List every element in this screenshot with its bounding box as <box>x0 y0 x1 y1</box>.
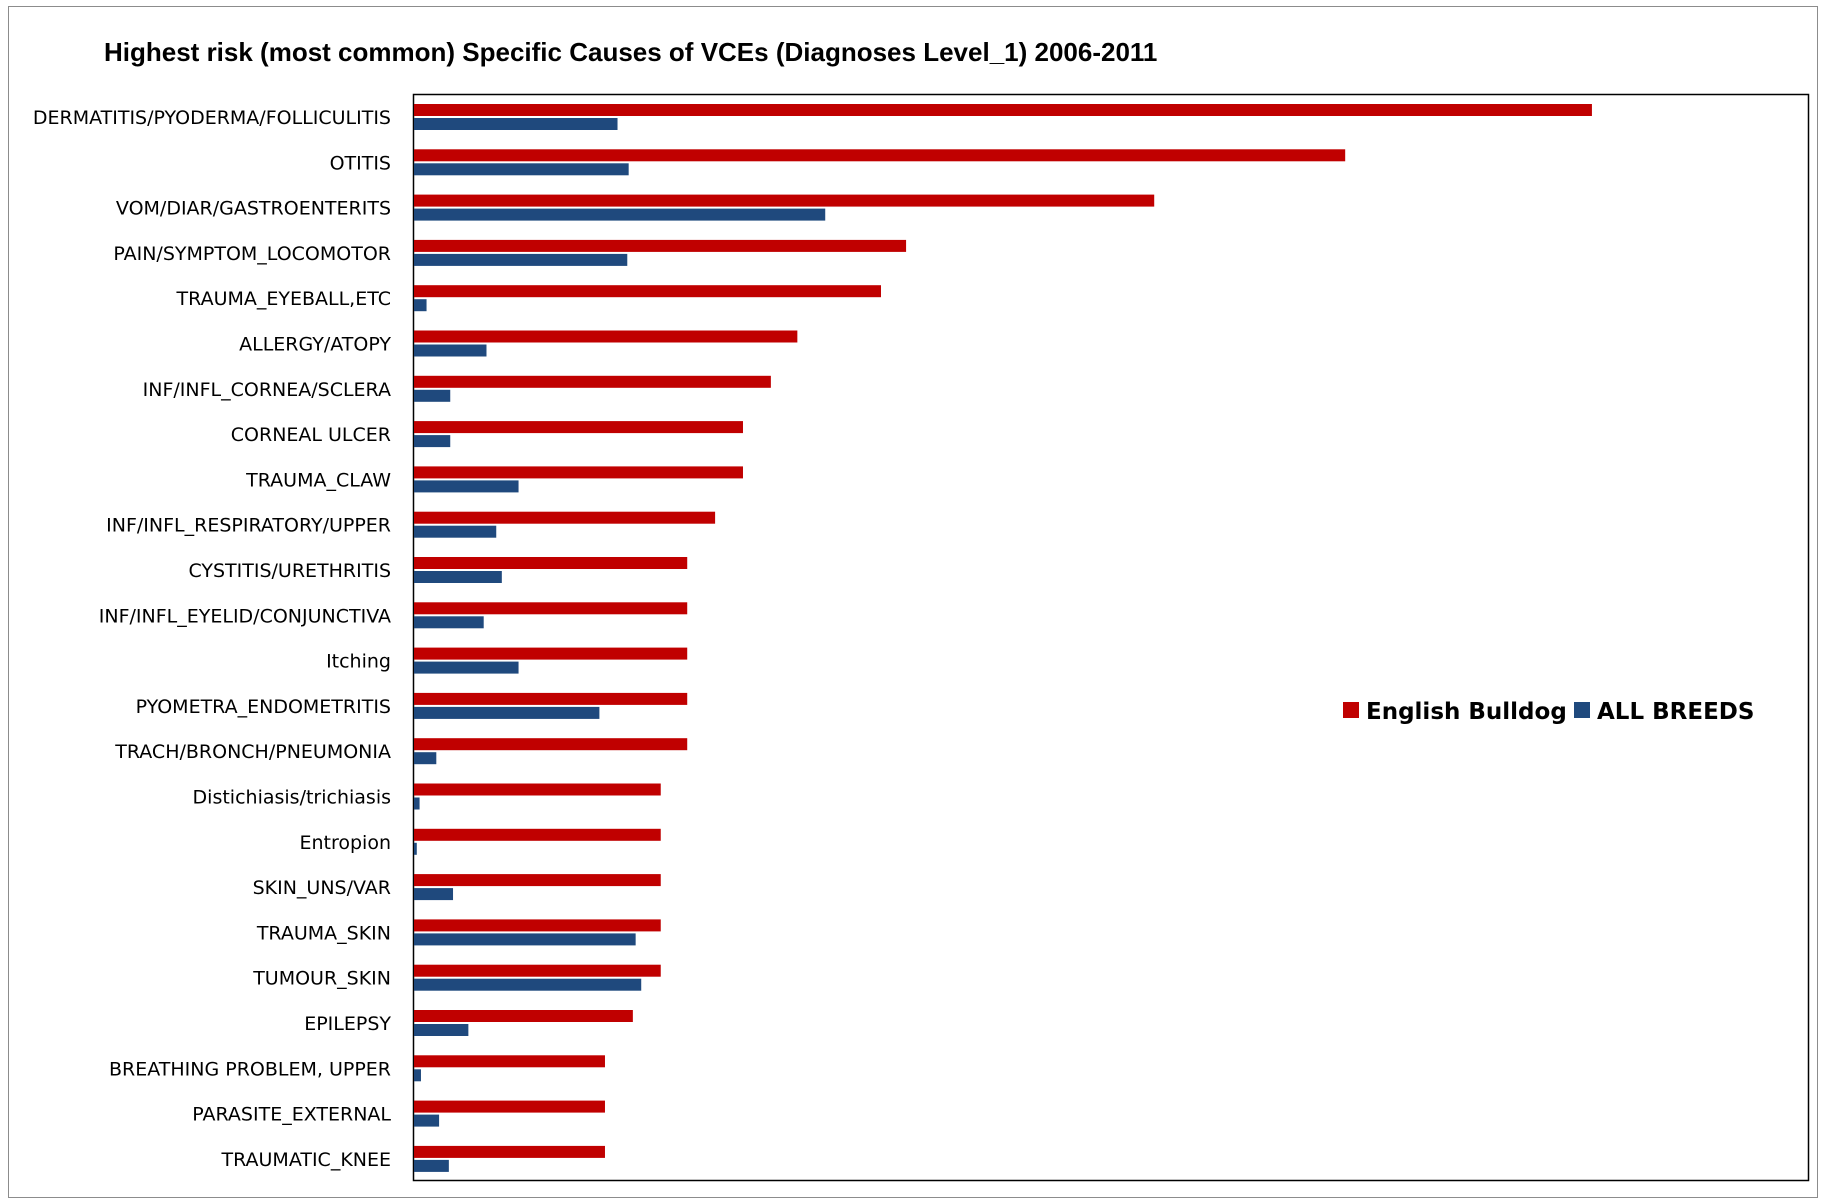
bar-all-breeds-tumour-skin <box>414 978 642 991</box>
bar-english-bulldog-corneal-ulcer <box>414 421 743 434</box>
bar-all-breeds-entropion <box>414 842 417 855</box>
bar-english-bulldog-pain-symptom-locomotor <box>414 239 907 252</box>
bar-english-bulldog-itching <box>414 647 688 660</box>
bar-all-breeds-dermatitis-pyoderma-folliculitis <box>414 118 618 130</box>
category-label: TRAUMA_EYEBALL,ETC <box>176 288 391 310</box>
category-label: CORNEAL ULCER <box>231 424 391 446</box>
bar-all-breeds-parasite-external <box>414 1114 440 1127</box>
category-label: PARASITE_EXTERNAL <box>192 1104 391 1126</box>
bars-group <box>414 104 1592 1172</box>
category-label: INF/INFL_EYELID/CONJUNCTIVA <box>99 605 391 627</box>
chart-title: Highest risk (most common) Specific Caus… <box>104 37 1157 67</box>
bar-english-bulldog-trauma-skin <box>414 919 661 932</box>
bar-english-bulldog-breathing-problem-upper <box>414 1055 605 1068</box>
bar-english-bulldog-inf-infl-eyelid-conjunctiva <box>414 602 688 615</box>
bar-english-bulldog-allergy-atopy <box>414 330 798 343</box>
bar-all-breeds-pain-symptom-locomotor <box>414 253 628 266</box>
bar-all-breeds-inf-infl-respiratory-upper <box>414 525 497 538</box>
bar-all-breeds-trauma-skin <box>414 933 636 946</box>
bar-all-breeds-inf-infl-cornea-sclera <box>414 389 451 402</box>
bar-english-bulldog-dermatitis-pyoderma-folliculitis <box>414 104 1592 116</box>
category-label: OTITIS <box>330 152 391 174</box>
bar-all-breeds-trauma-claw <box>414 480 519 493</box>
category-label: ALLERGY/ATOPY <box>239 334 391 356</box>
bar-all-breeds-distichiasis-trichiasis <box>414 797 420 810</box>
bar-english-bulldog-inf-infl-respiratory-upper <box>414 511 716 524</box>
bar-english-bulldog-trach-bronch-pneumonia <box>414 738 688 751</box>
bar-english-bulldog-entropion <box>414 828 661 841</box>
bar-all-breeds-breathing-problem-upper <box>414 1069 421 1082</box>
legend: English Bulldog ALL BREEDS <box>1343 699 1754 725</box>
category-label: INF/INFL_RESPIRATORY/UPPER <box>106 515 391 537</box>
category-label: Itching <box>326 651 391 673</box>
category-label: Entropion <box>299 832 391 854</box>
bar-english-bulldog-cystitis-urethritis <box>414 557 688 569</box>
bar-english-bulldog-inf-infl-cornea-sclera <box>414 375 771 388</box>
bar-all-breeds-otitis <box>414 163 629 176</box>
category-label: TRAUMA_SKIN <box>256 922 391 944</box>
category-label: Distichiasis/trichiasis <box>193 787 391 809</box>
bar-english-bulldog-pyometra-endometritis <box>414 692 688 705</box>
bar-english-bulldog-otitis <box>414 149 1346 162</box>
bar-english-bulldog-trauma-claw <box>414 466 743 479</box>
bar-all-breeds-cystitis-urethritis <box>414 571 502 583</box>
bar-english-bulldog-epilepsy <box>414 1010 633 1022</box>
bar-all-breeds-itching <box>414 661 519 674</box>
bar-all-breeds-inf-infl-eyelid-conjunctiva <box>414 616 484 629</box>
bar-all-breeds-trauma-eyeball-etc <box>414 299 427 312</box>
category-label: TRACH/BRONCH/PNEUMONIA <box>114 741 391 763</box>
legend-swatch-english-bulldog <box>1343 702 1359 718</box>
bar-all-breeds-corneal-ulcer <box>414 435 451 448</box>
bar-english-bulldog-traumatic-knee <box>414 1145 605 1158</box>
category-label: INF/INFL_CORNEA/SCLERA <box>143 379 391 401</box>
bar-english-bulldog-distichiasis-trichiasis <box>414 783 661 796</box>
legend-label-english-bulldog: English Bulldog <box>1366 699 1567 725</box>
plot-area <box>412 93 1810 1182</box>
category-label: BREATHING PROBLEM, UPPER <box>109 1058 391 1080</box>
bar-all-breeds-epilepsy <box>414 1024 469 1036</box>
category-label: TRAUMA_CLAW <box>245 469 391 491</box>
category-label: TRAUMATIC_KNEE <box>220 1149 391 1171</box>
bar-english-bulldog-vom-diar-gastroenterits <box>414 194 1155 207</box>
category-label: TUMOUR_SKIN <box>252 968 391 990</box>
bar-all-breeds-pyometra-endometritis <box>414 706 600 719</box>
bar-english-bulldog-skin-uns-var <box>414 874 661 887</box>
bar-english-bulldog-trauma-eyeball-etc <box>414 285 881 298</box>
bar-all-breeds-allergy-atopy <box>414 344 487 357</box>
bar-all-breeds-trach-bronch-pneumonia <box>414 752 437 765</box>
legend-label-all-breeds: ALL BREEDS <box>1597 699 1754 725</box>
bar-all-breeds-vom-diar-gastroenterits <box>414 208 826 221</box>
category-label: DERMATITIS/PYODERMA/FOLLICULITIS <box>33 107 391 129</box>
legend-swatch-all-breeds <box>1574 702 1590 718</box>
category-label: CYSTITIS/URETHRITIS <box>188 560 391 582</box>
bar-english-bulldog-tumour-skin <box>414 964 661 977</box>
category-label: PAIN/SYMPTOM_LOCOMOTOR <box>113 243 391 265</box>
category-label: PYOMETRA_ENDOMETRITIS <box>136 696 391 718</box>
bar-all-breeds-traumatic-knee <box>414 1159 449 1172</box>
category-labels: DERMATITIS/PYODERMA/FOLLICULITIS OTITIS VO… <box>33 107 392 1171</box>
category-label: SKIN_UNS/VAR <box>253 877 391 899</box>
category-label: EPILEPSY <box>304 1013 391 1035</box>
bar-all-breeds-skin-uns-var <box>414 888 454 901</box>
bar-english-bulldog-parasite-external <box>414 1100 605 1113</box>
category-label: VOM/DIAR/GASTROENTERITS <box>116 198 391 220</box>
